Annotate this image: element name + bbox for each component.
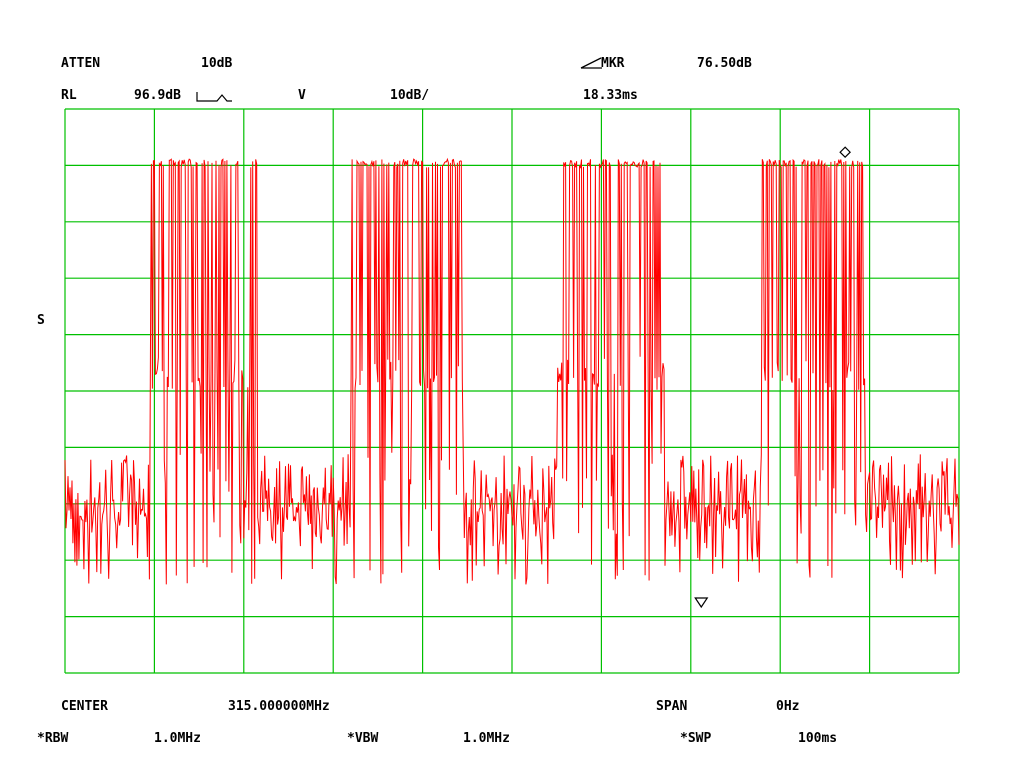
marker-diamond-icon [839, 146, 851, 159]
detector-icon [196, 92, 232, 102]
ref-level-label: RL [61, 88, 77, 103]
ref-level-value: 96.9dB [134, 88, 181, 103]
marker-symbols [694, 146, 851, 609]
atten-value: 10dB [201, 56, 233, 71]
vertical-label: V [298, 88, 306, 103]
atten-label: ATTEN [61, 56, 101, 71]
side-label: S [37, 313, 45, 328]
span-value: 0Hz [776, 699, 800, 714]
span-label: SPAN [656, 699, 688, 714]
trace-line [64, 157, 960, 585]
vbw-label: *VBW [347, 731, 379, 746]
center-label: CENTER [61, 699, 108, 714]
signal-trace [64, 157, 960, 585]
reference-marker-triangle-icon [694, 597, 709, 609]
sweep-label: *SWP [680, 731, 712, 746]
marker-label: MKR [601, 56, 625, 71]
marker-value: 76.50dB [697, 56, 752, 71]
rbw-value: 1.0MHz [154, 731, 201, 746]
center-value: 315.000000MHz [228, 699, 330, 714]
scale-value: 10dB/ [390, 88, 430, 103]
delta-marker-icon [580, 57, 602, 69]
sweep-value: 100ms [798, 731, 838, 746]
vbw-value: 1.0MHz [463, 731, 510, 746]
marker-time: 18.33ms [583, 88, 638, 103]
rbw-label: *RBW [37, 731, 69, 746]
